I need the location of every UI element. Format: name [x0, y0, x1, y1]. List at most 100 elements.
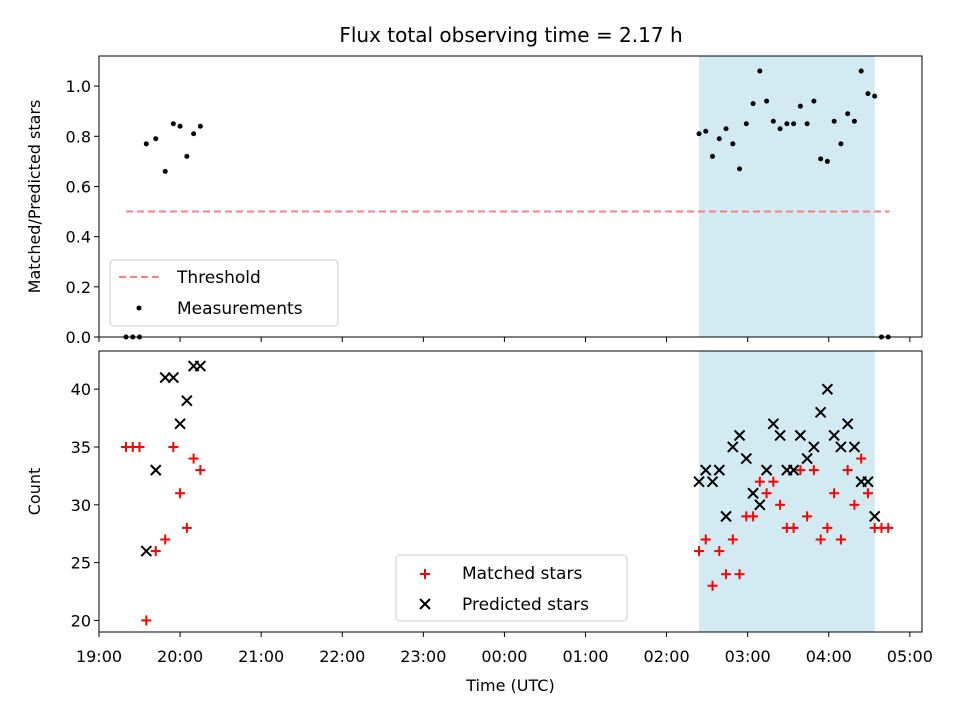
measurement-point — [696, 131, 702, 137]
x-tick-label: 23:00 — [400, 647, 446, 666]
x-tick-label: 03:00 — [725, 647, 771, 666]
axes-frame — [98, 350, 923, 633]
legend-measurements-swatch — [136, 305, 142, 311]
measurement-point — [730, 141, 736, 147]
predicted-star-point — [181, 395, 193, 407]
x-tick-label: 04:00 — [806, 647, 852, 666]
measurement-point — [845, 111, 851, 117]
predicted-star-point — [774, 429, 786, 442]
predicted-star-stroke-b — [174, 418, 186, 430]
matched-star-point — [195, 465, 206, 476]
predicted-star-point — [159, 371, 171, 384]
shaded-interval — [699, 56, 875, 337]
predicted-star-point — [167, 371, 180, 384]
predicted-star-point — [174, 418, 186, 430]
predicted-star-point — [706, 475, 719, 488]
predicted-star-stroke-b — [841, 418, 854, 430]
y-tick-label: 1.0 — [66, 77, 91, 96]
matched-star-point — [700, 534, 711, 545]
measurement-point — [184, 153, 190, 159]
measurement-point — [811, 98, 817, 104]
measurement-point — [750, 101, 756, 107]
predicted-star-point — [720, 510, 732, 523]
predicted-star-stroke-b — [754, 499, 766, 511]
y-tick-label: 35 — [71, 438, 91, 457]
legend-bottom: Matched stars Predicted stars — [395, 554, 628, 622]
y-tick-label: 0.6 — [66, 177, 91, 196]
predicted-star-point — [693, 475, 705, 488]
legend-box — [109, 259, 339, 327]
predicted-star-stroke-b — [801, 452, 813, 465]
predicted-star-stroke-b — [706, 475, 719, 488]
y-axis-label: Count — [25, 468, 44, 516]
matched-star-point — [795, 465, 806, 476]
matched-star-point — [188, 453, 199, 464]
x-tick-label: 02:00 — [644, 647, 690, 666]
matched-star-point — [175, 488, 186, 499]
measurement-point — [710, 153, 716, 159]
predicted-star-stroke-b — [181, 395, 193, 407]
shaded-interval — [699, 351, 875, 632]
axes-frame — [98, 55, 923, 338]
top-panel: 0.0 0.2 0.4 0.6 0.8 1.0 Matched/Predicted star… — [25, 55, 923, 347]
y-tick-label: 0.8 — [66, 127, 91, 146]
measurement-point — [143, 141, 149, 147]
measurement-point — [784, 121, 790, 127]
matched-star-point — [849, 499, 860, 510]
measurement-point — [764, 98, 770, 104]
predicted-star-point — [821, 383, 834, 395]
x-tick-label: 01:00 — [562, 647, 608, 666]
predicted-star-stroke-b — [747, 487, 759, 499]
matched-star-point — [748, 511, 759, 522]
x-tick-label: 20:00 — [157, 647, 203, 666]
matched-star-point — [788, 522, 799, 533]
matched-star-point — [734, 569, 745, 580]
measurement-point — [770, 118, 776, 124]
predicted-star-point — [801, 452, 813, 465]
predicted-star-stroke-b — [159, 371, 171, 384]
measurement-point — [737, 166, 743, 172]
measurement-point — [824, 158, 830, 164]
x-axis-label: Time (UTC) — [465, 676, 554, 695]
matched-star-point — [815, 534, 826, 545]
measurement-point — [723, 126, 729, 132]
matched-star-point — [141, 615, 152, 626]
predicted-star-stroke-b — [848, 441, 861, 453]
measurement-point — [831, 118, 837, 124]
matched-star-point — [761, 488, 772, 499]
predicted-star-stroke-b — [794, 429, 807, 442]
predicted-star-stroke-b — [828, 429, 840, 442]
matched-star-point — [842, 465, 853, 476]
matched-star-point — [768, 476, 779, 487]
matched-star-point — [856, 453, 867, 464]
predicted-star-point — [835, 441, 847, 453]
predicted-star-stroke-b — [713, 464, 725, 476]
x-tick-label: 19:00 — [76, 647, 122, 666]
y-tick-label: 0.0 — [66, 328, 91, 347]
matched-star-point — [160, 534, 171, 545]
predicted-star-point — [150, 464, 162, 476]
predicted-star-stroke-b — [727, 441, 739, 453]
predicted-star-point — [760, 464, 773, 476]
predicted-star-stroke-b — [767, 418, 780, 430]
legend-predicted-label: Predicted stars — [462, 595, 589, 615]
y-tick-label: 0.2 — [66, 278, 91, 297]
matched-star-point — [721, 569, 732, 580]
predicted-star-stroke-b — [808, 441, 820, 453]
predicted-star-stroke-b — [821, 383, 834, 395]
measurement-point — [716, 136, 722, 142]
y-tick-label: 40 — [71, 380, 91, 399]
predicted-star-point — [754, 499, 766, 511]
matched-star-point — [714, 546, 725, 557]
measurement-point — [191, 131, 197, 137]
predicted-star-stroke-b — [760, 464, 773, 476]
predicted-star-stroke-b — [835, 441, 847, 453]
predicted-star-point — [140, 545, 153, 557]
measurement-point — [851, 118, 857, 124]
predicted-star-stroke-b — [787, 464, 800, 476]
predicted-star-stroke-b — [814, 406, 827, 418]
legend-matched-label: Matched stars — [462, 564, 582, 584]
x-tick-label: 05:00 — [887, 647, 933, 666]
